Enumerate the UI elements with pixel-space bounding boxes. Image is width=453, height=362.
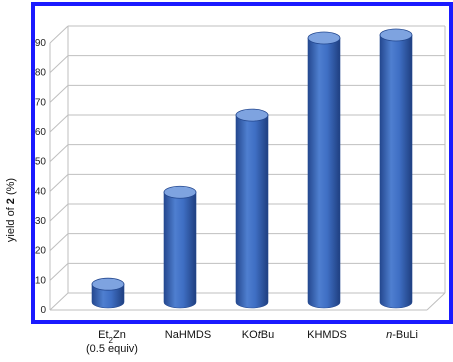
x-category-label: KOtBu <box>242 329 274 341</box>
x-category-note: (0.5 equiv) <box>86 343 138 355</box>
bar-body <box>307 37 341 309</box>
y-tick-label: 70 <box>35 97 47 108</box>
bar-top <box>379 28 413 42</box>
bar <box>307 31 341 309</box>
gridline-depth <box>49 262 69 281</box>
floor-right-edge <box>426 292 446 311</box>
y-tick-labels: 0 10 20 30 40 50 60 70 80 90 <box>35 38 47 316</box>
bar-body <box>163 191 197 309</box>
bar-top <box>91 277 125 291</box>
bar-top <box>307 31 341 45</box>
bar-body <box>235 114 269 309</box>
gridline-depth <box>49 233 69 252</box>
gridline-depth <box>49 173 69 192</box>
y-tick-label: 80 <box>35 68 47 79</box>
bar <box>235 108 269 309</box>
gridline-depth <box>49 203 69 222</box>
chart-frame <box>31 2 453 324</box>
y-tick-label: 90 <box>35 38 47 49</box>
bar <box>163 185 197 309</box>
bar <box>379 28 413 309</box>
gridline-depth <box>49 55 69 74</box>
gridline-depth <box>49 114 69 133</box>
bar-body <box>379 34 413 309</box>
bar <box>91 277 125 309</box>
x-category-label: NaHMDS <box>165 329 211 341</box>
y-tick-label: 60 <box>35 127 47 138</box>
y-tick-label: 20 <box>35 246 47 257</box>
x-category-label: KHMDS <box>307 329 347 341</box>
bar-body <box>91 283 125 309</box>
x-category-label: Et2Zn <box>98 329 126 345</box>
x-category-labels: Et2Zn(0.5 equiv) NaHMDS KOtBu KHMDS n-BuLi <box>86 329 418 355</box>
bar-top <box>163 185 197 199</box>
gridline-depth <box>49 292 69 311</box>
bars <box>91 28 413 309</box>
gridline-depth <box>49 144 69 163</box>
y-tick-label: 30 <box>35 216 47 227</box>
bar-top <box>235 108 269 122</box>
y-axis-label: yield of 2 (%) <box>5 178 17 242</box>
y-tick-label: 50 <box>35 157 47 168</box>
y-tick-label: 40 <box>35 186 47 197</box>
x-category-label: n-BuLi <box>386 329 418 341</box>
y-tick-label: 10 <box>35 275 47 286</box>
gridline-depth <box>49 25 69 44</box>
gridline-depth <box>49 84 69 103</box>
y-tick-label: 0 <box>40 305 46 316</box>
